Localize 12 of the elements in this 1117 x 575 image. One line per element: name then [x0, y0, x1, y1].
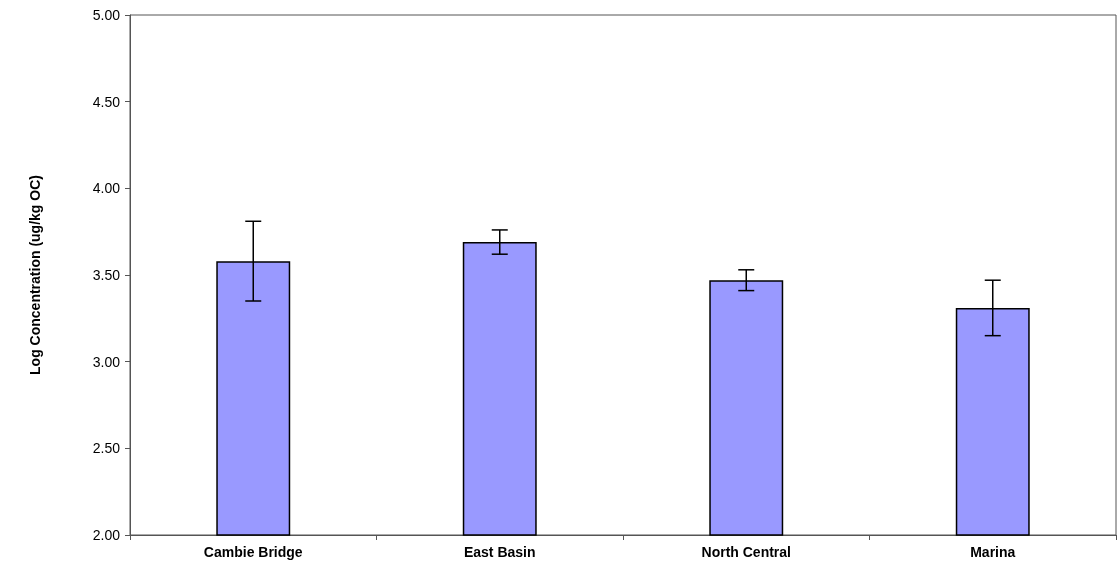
y-tick-label: 2.00 [92, 527, 121, 543]
y-tick-label: 2.50 [92, 440, 121, 457]
x-tick-label: North Central [701, 544, 791, 560]
y-axis-title: Log Concentration (ug/kg OC) [27, 175, 43, 375]
x-tick-label: East Basin [463, 544, 536, 560]
y-tick-label: 3.00 [92, 353, 121, 370]
x-tick-label: Cambie Bridge [203, 544, 303, 560]
y-tick-label: 4.50 [92, 93, 121, 110]
y-tick-label: 3.50 [92, 267, 121, 283]
y-tick-label: 4.00 [92, 180, 121, 197]
x-tick-label: Marina [970, 544, 1016, 560]
y-tick-label: 5.00 [92, 7, 121, 23]
